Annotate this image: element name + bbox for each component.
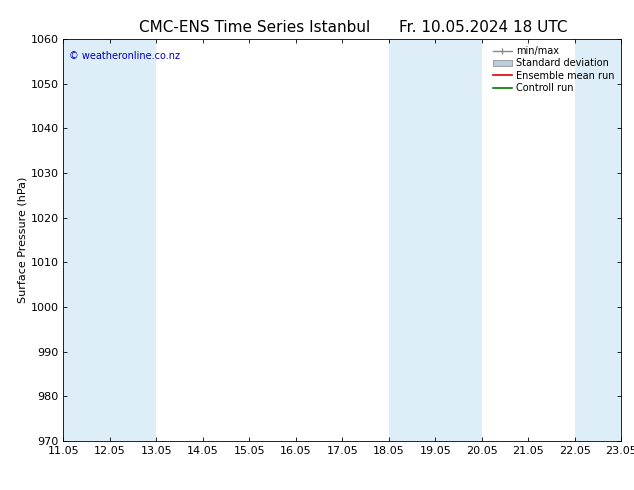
Bar: [110, 39, 157, 441]
Legend: min/max, Standard deviation, Ensemble mean run, Controll run: min/max, Standard deviation, Ensemble me…: [491, 44, 616, 95]
Bar: [63, 39, 110, 441]
Text: © weatheronline.co.nz: © weatheronline.co.nz: [69, 51, 180, 61]
Bar: [389, 39, 436, 441]
Bar: [575, 39, 621, 441]
Text: CMC-ENS Time Series Istanbul: CMC-ENS Time Series Istanbul: [139, 20, 371, 35]
Y-axis label: Surface Pressure (hPa): Surface Pressure (hPa): [18, 177, 28, 303]
Bar: [436, 39, 482, 441]
Text: Fr. 10.05.2024 18 UTC: Fr. 10.05.2024 18 UTC: [399, 20, 568, 35]
